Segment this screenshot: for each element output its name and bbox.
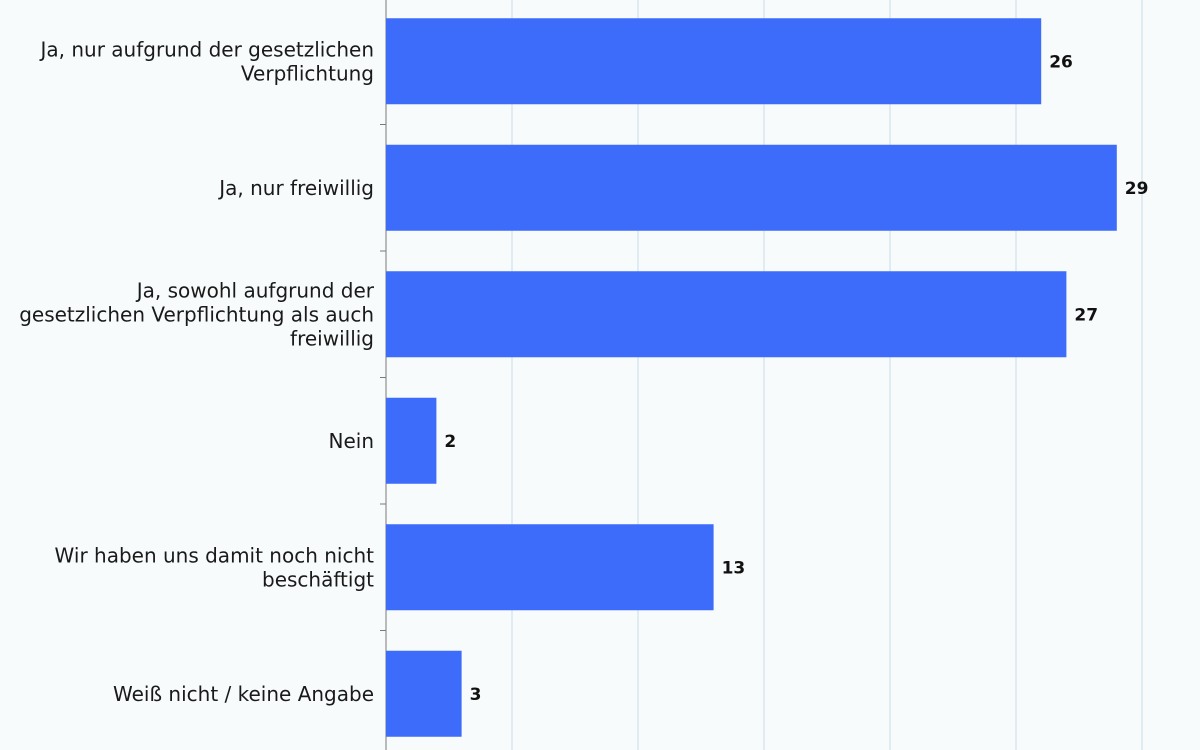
bars — [386, 18, 1117, 737]
value-label: 26 — [1049, 52, 1073, 72]
category-label: Wir haben uns damit noch nicht beschäftig… — [55, 543, 375, 591]
category-labels: Ja, nur aufgrund der gesetzlichen Verpfli… — [19, 37, 375, 706]
value-label: 13 — [722, 558, 746, 578]
bar — [386, 18, 1042, 105]
category-axis — [380, 0, 387, 750]
value-label: 27 — [1074, 305, 1098, 325]
bar — [386, 524, 714, 611]
bar — [386, 397, 437, 484]
value-labels: 26 29 27 2 13 3 — [444, 52, 1148, 705]
bar — [386, 650, 462, 737]
value-label: 3 — [470, 685, 482, 705]
category-label: Nein — [329, 429, 375, 453]
category-label: Ja, nur freiwillig — [217, 176, 374, 200]
grid-lines — [511, 0, 1143, 750]
bar — [386, 144, 1117, 231]
category-label: Ja, nur aufgrund der gesetzlichen Verpfli… — [38, 37, 374, 85]
bar — [386, 271, 1067, 358]
category-label: Weiß nicht / keine Angabe — [113, 682, 374, 706]
value-label: 29 — [1125, 179, 1149, 199]
value-label: 2 — [444, 432, 456, 452]
category-label: Ja, sowohl aufgrund der gesetzlichen Verp… — [19, 278, 375, 350]
